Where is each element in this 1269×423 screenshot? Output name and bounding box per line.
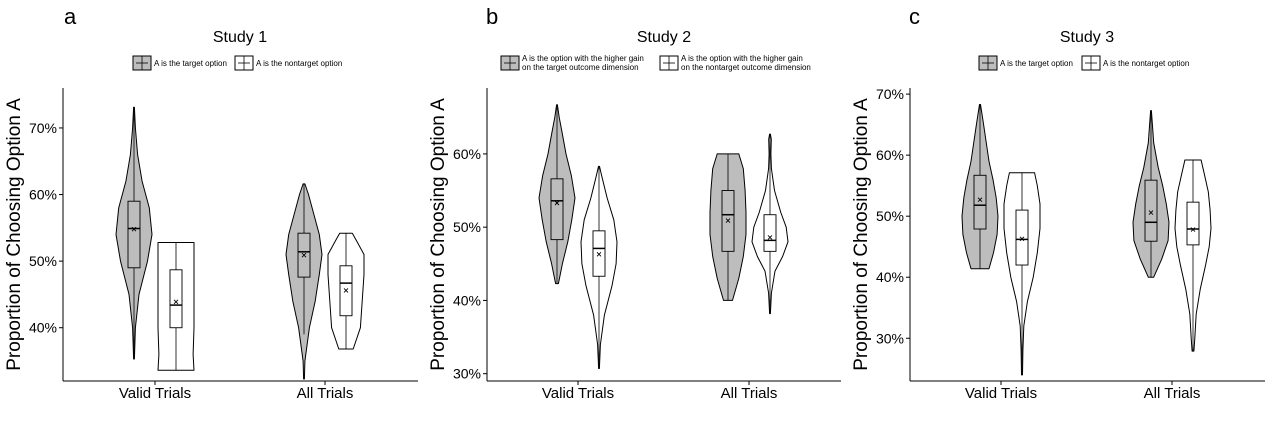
box: [169, 269, 183, 329]
mean-marker: [767, 235, 773, 240]
violin-group: [580, 165, 618, 369]
violin-group: [709, 153, 747, 301]
legend-label: A is the target option: [154, 59, 227, 68]
y-tick-label: 60%: [29, 187, 57, 203]
x-tick-label: Valid Trials: [542, 385, 614, 402]
y-tick-label: 40%: [876, 269, 904, 285]
violin-group: [1003, 172, 1041, 376]
panel-title: Study 3: [1060, 29, 1114, 46]
mean-marker: [301, 252, 307, 258]
y-tick-label: 70%: [876, 86, 904, 102]
y-axis-label: Proportion of Choosing Option A: [428, 98, 449, 371]
violin-group: [115, 106, 153, 360]
mean-marker: [725, 218, 731, 223]
violin-group: [327, 232, 365, 350]
y-tick-label: 50%: [29, 253, 57, 269]
y-axis-label: Proportion of Choosing Option A: [4, 98, 25, 371]
y-tick-label: 50%: [876, 208, 904, 224]
mean-marker: [343, 288, 349, 293]
panel-title: Study 2: [637, 29, 691, 46]
x-tick-label: All Trials: [1144, 385, 1201, 402]
y-tick-label: 60%: [876, 147, 904, 163]
panel-c: c Study 3 A is the target option A is the n…: [851, 4, 1265, 402]
legend-item: A is the target option: [978, 55, 1073, 71]
mean-marker: [554, 200, 560, 206]
legend-item: A is the nontarget option: [234, 55, 342, 71]
box: [763, 214, 777, 252]
mean-marker: [1190, 227, 1196, 232]
x-tick-label: Valid Trials: [119, 385, 191, 402]
mean-marker: [131, 226, 137, 232]
mean-marker: [977, 197, 983, 203]
violin-group: [538, 104, 576, 285]
box: [973, 174, 987, 230]
violin-group: [285, 183, 323, 380]
panel-title: Study 1: [213, 29, 267, 46]
y-tick-label: 70%: [29, 120, 57, 136]
violin-group: [157, 242, 195, 371]
y-tick-label: 40%: [29, 320, 57, 336]
legend-label: A is the option with the higher gain: [681, 54, 803, 63]
box: [592, 230, 606, 277]
box: [127, 200, 141, 269]
legend-label: A is the nontarget option: [256, 59, 342, 68]
y-tick-label: 60%: [453, 146, 481, 162]
y-tick-label: 40%: [453, 292, 481, 308]
box: [1186, 201, 1200, 246]
mean-marker: [173, 299, 179, 305]
y-tick-label: 50%: [453, 219, 481, 235]
x-tick-label: All Trials: [721, 385, 778, 402]
violin-group: [961, 104, 999, 270]
legend-label: A is the target option: [1000, 59, 1073, 68]
legend-label: on the nontarget outcome dimension: [681, 63, 811, 72]
panel-letter: b: [486, 4, 498, 29]
panel-a: a Study 1 A is the target option A is the n…: [4, 4, 418, 402]
legend-item: A is the target option: [132, 55, 227, 71]
violin-group: [1132, 110, 1170, 278]
panel-b: b Study 2 A is the option with the higher …: [428, 4, 841, 402]
mean-marker: [1148, 210, 1154, 215]
violin-group: [1174, 159, 1212, 352]
legend-label: on the target outcome dimension: [522, 63, 639, 72]
panel-letter: a: [64, 4, 77, 29]
box: [1015, 209, 1029, 266]
legend-item: A is the nontarget option: [1081, 55, 1189, 71]
x-tick-label: Valid Trials: [965, 385, 1037, 402]
y-tick-label: 30%: [876, 330, 904, 346]
x-tick-label: All Trials: [297, 385, 354, 402]
violin-group: [751, 133, 789, 315]
box: [550, 178, 564, 241]
box: [1144, 179, 1158, 242]
y-axis-label: Proportion of Choosing Option A: [851, 98, 872, 371]
panel-letter: c: [909, 4, 920, 29]
legend-label: A is the option with the higher gain: [522, 54, 644, 63]
legend-label: A is the nontarget option: [1103, 59, 1189, 68]
mean-marker: [1019, 236, 1025, 242]
y-tick-label: 30%: [453, 366, 481, 382]
mean-marker: [596, 251, 602, 257]
